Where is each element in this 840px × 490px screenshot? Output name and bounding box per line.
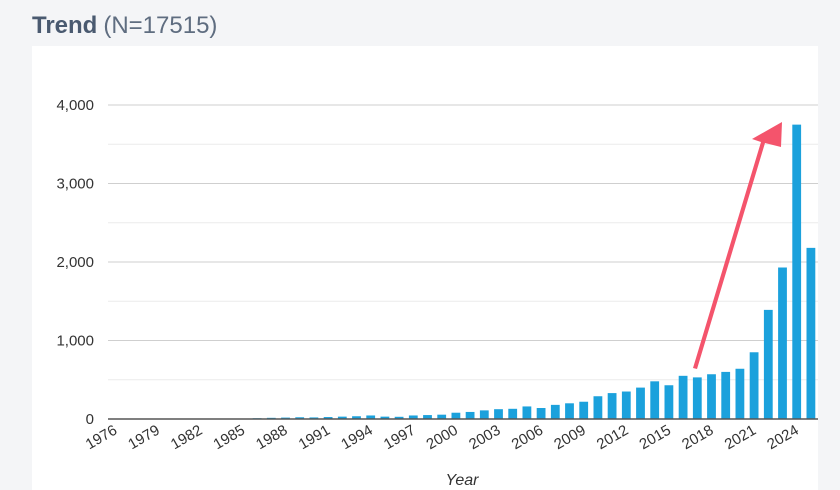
bar-2023[interactable]	[778, 267, 787, 420]
bar-2004[interactable]	[508, 408, 518, 419]
bar-1994[interactable]	[366, 415, 376, 419]
y-tick-label: 4,000	[56, 97, 94, 114]
bar-2003[interactable]	[494, 409, 503, 419]
bar-1999[interactable]	[437, 414, 447, 419]
x-tick-label: 1985	[210, 422, 247, 453]
x-tick-label: 2009	[551, 422, 588, 453]
y-tick-label: 1,000	[56, 333, 94, 350]
x-tick-label: 2015	[636, 422, 673, 453]
bar-2024[interactable]	[792, 124, 802, 420]
bar-1996[interactable]	[394, 416, 404, 419]
bar-2007[interactable]	[550, 404, 560, 419]
bar-2022[interactable]	[763, 309, 773, 419]
trend-arrow-annotation	[693, 122, 782, 369]
y-tick-label: 2,000	[56, 254, 94, 271]
bar-1997[interactable]	[408, 415, 418, 419]
bar-2018[interactable]	[707, 374, 716, 419]
y-axis-ticks: 0 1,000 2,000 3,000 4,000	[56, 97, 94, 428]
bar-2013[interactable]	[636, 387, 645, 419]
bar-2020[interactable]	[735, 368, 745, 419]
bar-2017[interactable]	[692, 377, 702, 419]
x-tick-label: 1982	[168, 422, 205, 453]
chart-title: Trend	[32, 12, 98, 39]
x-axis-ticks: 1976 1979 1982 1985 1988 1991 1994 1997 2000 2003…	[83, 422, 802, 453]
bar-1993[interactable]	[352, 416, 361, 419]
x-tick-label: 2018	[679, 422, 716, 453]
x-tick-label: 2012	[594, 422, 631, 453]
bar-2019[interactable]	[721, 371, 731, 419]
bar-2025[interactable]	[806, 247, 816, 419]
chart-panel: 0 1,000 2,000 3,000 4,000 1976 1979 1982 1985 19…	[32, 46, 818, 490]
chart-header: Trend (N=17515)	[32, 12, 217, 40]
y-tick-label: 0	[86, 411, 94, 428]
bar-1995[interactable]	[380, 416, 390, 419]
bar-2016[interactable]	[678, 375, 688, 419]
x-tick-label: 1988	[253, 422, 290, 453]
bar-2012[interactable]	[621, 391, 631, 419]
bar-2015[interactable]	[664, 385, 674, 419]
bar-1998[interactable]	[423, 415, 432, 419]
x-tick-label: 2006	[509, 422, 546, 453]
bar-2001[interactable]	[465, 411, 475, 419]
x-tick-label: 1991	[296, 422, 333, 453]
x-tick-label: 2024	[764, 422, 801, 453]
x-tick-label: 2003	[466, 422, 503, 453]
bars	[110, 124, 816, 420]
bar-2011[interactable]	[607, 393, 617, 419]
x-tick-label: 1994	[338, 422, 375, 453]
x-tick-label: 2021	[722, 422, 759, 453]
x-axis-title: Year	[446, 472, 480, 489]
bar-1989[interactable]	[295, 417, 305, 419]
x-tick-label: 2000	[423, 422, 460, 453]
bar-2002[interactable]	[479, 410, 489, 419]
record-count: (N=17515)	[103, 12, 218, 39]
bar-2014[interactable]	[650, 381, 660, 419]
bar-1990[interactable]	[309, 417, 319, 419]
bar-2008[interactable]	[565, 403, 574, 419]
x-tick-label: 1997	[381, 422, 418, 453]
y-tick-label: 3,000	[56, 176, 94, 193]
bar-2005[interactable]	[522, 406, 532, 419]
bar-2000[interactable]	[451, 412, 461, 419]
bar-2010[interactable]	[593, 396, 603, 419]
grid-lines	[108, 104, 818, 381]
bar-2021[interactable]	[749, 352, 759, 419]
bar-1991[interactable]	[323, 417, 333, 419]
x-tick-label: 1979	[125, 422, 162, 453]
bar-1992[interactable]	[337, 416, 347, 419]
bar-2006[interactable]	[536, 408, 546, 419]
bar-2009[interactable]	[579, 401, 589, 419]
bar-chart: 0 1,000 2,000 3,000 4,000 1976 1979 1982 1985 19…	[56, 97, 818, 489]
